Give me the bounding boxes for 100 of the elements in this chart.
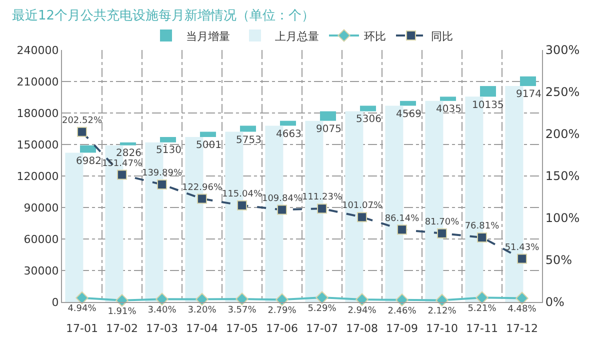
y-tick-label: 120000 [16,170,59,183]
x-tick-label: 17-04 [186,322,218,336]
data-label: 4663 [276,129,302,140]
x-tick-label: 17-08 [346,322,378,336]
data-label: 76.81% [464,222,500,232]
bar [80,145,96,153]
bar [280,120,296,126]
x-tick-label: 17-06 [266,322,298,336]
point [157,179,167,190]
bar [520,76,536,86]
point [156,292,168,306]
data-label: 111.23% [302,192,342,203]
data-label: 115.04% [222,189,262,200]
y-tick-label: 210000 [16,75,59,88]
point [236,292,248,306]
bar [160,137,176,142]
x-tick-label: 17-02 [106,322,138,336]
bar [440,96,456,101]
x-tick-label: 17-09 [386,322,418,336]
data-label: 4035 [436,104,462,115]
x-tick-label: 17-03 [146,322,178,336]
data-label: 51.43% [504,242,540,253]
point [437,228,447,238]
point [477,232,487,242]
point [197,194,207,204]
data-label: 10135 [472,100,504,111]
y2-tick-label: 50% [545,253,572,268]
point [517,254,527,264]
data-label: 4.48% [508,304,537,315]
x-tick-label: 17-12 [506,322,538,336]
y-tick-label: 180000 [16,106,59,120]
data-label: 5753 [236,135,262,146]
point [196,292,208,306]
point [77,126,87,137]
data-label: 3.57% [228,305,257,316]
bar [480,86,496,97]
data-label: 2.79% [268,306,297,316]
y-tick-label: 150000 [16,138,59,152]
point [516,292,528,305]
point [476,291,488,304]
point [117,170,127,180]
data-label: 2.46% [388,306,417,316]
point [317,204,327,214]
y2-tick-label: 100% [545,211,580,226]
y2-tick-label: 250% [545,85,580,100]
data-label: 5130 [156,145,182,156]
data-label: 2826 [116,148,142,159]
data-label: 5.21% [468,304,497,314]
data-label: 5.29% [308,304,337,314]
data-label: 101.07% [342,201,382,212]
point [276,293,288,306]
data-label: 5306 [356,114,382,125]
y-tick-label: 30000 [24,264,59,278]
point [316,291,328,304]
point [277,204,287,215]
legend-label: 当月增量 [186,30,230,43]
data-label: 3.40% [148,306,177,316]
point [397,224,407,235]
x-tick-label: 17-10 [426,322,458,336]
data-label: 139.89% [142,168,182,179]
data-label: 1.91% [108,306,137,317]
y-tick-label: 90000 [24,201,59,214]
data-label: 4569 [396,109,422,120]
bar [400,100,416,106]
y2-tick-label: 0% [545,295,564,310]
chart-title: 最近12个月公共充电设施每月新增情况（单位：个） [12,8,315,24]
x-tick-label: 17-11 [466,322,498,336]
data-label: 2.94% [348,306,377,316]
point [76,292,88,304]
data-label: 9075 [316,124,342,135]
data-label: 122.96% [182,182,222,193]
x-tick-label: 17-01 [66,322,98,336]
data-label: 4.94% [68,304,97,314]
point [237,200,247,210]
data-label: 3.20% [188,306,217,316]
x-tick-label: 17-05 [226,322,258,336]
point [356,293,368,306]
point [357,212,367,222]
data-label: 202.52% [62,116,102,126]
data-label: 81.70% [424,217,460,228]
data-label: 9174 [516,89,542,100]
y-tick-label: 60000 [24,232,59,246]
bar [320,111,336,121]
bar [240,126,256,132]
bar [200,132,216,138]
y2-tick-label: 150% [545,169,580,184]
y-tick-label: 0 [52,296,59,309]
data-label: 2.12% [428,306,457,317]
bar [360,106,376,112]
legend-label: 环比 [364,30,386,43]
legend-label: 同比 [431,30,453,43]
data-label: 6982 [76,156,102,167]
legend-label: 上月总量 [275,30,319,43]
y2-tick-label: 200% [545,127,580,142]
point [396,294,408,306]
data-label: 151.47% [102,158,142,169]
data-label: 86.14% [384,214,420,224]
y-tick-label: 240000 [16,44,59,57]
x-tick-label: 17-07 [306,322,338,336]
y2-tick-label: 300% [545,43,580,58]
